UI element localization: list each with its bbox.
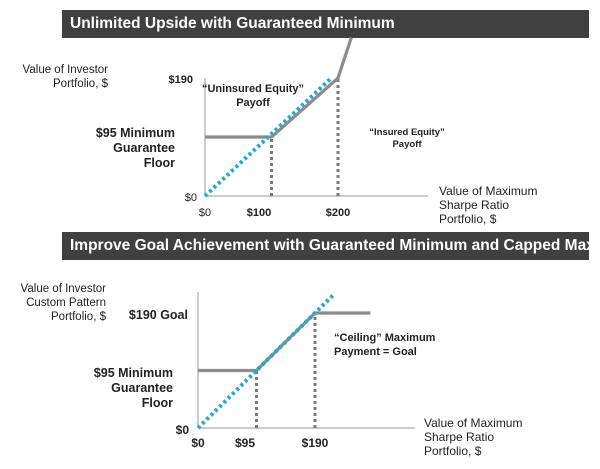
chart-2-floor-label-line-3: Floor [142,396,173,410]
chart-2-xtick-190: $190 [302,436,329,450]
chart-1-xtick-0: $0 [199,207,211,219]
chart-1-xlabel-line-1: Value of Maximum [439,184,537,198]
chart-1-ylabel-line-2: Portfolio, $ [53,78,109,90]
chart-1-ylabel-line-1: Value of Investor [23,64,109,76]
chart-2-xlabel-line-2: Sharpe Ratio [424,430,494,444]
chart-1-ytick-190: $190 [169,74,193,86]
chart-1-uninsured-label-line-1: “Uninsured Equity” [202,83,304,95]
chart-2-xlabel-line-1: Value of Maximum [424,416,522,430]
chart-2-title: Improve Goal Achievement with Guaranteed… [70,237,589,254]
chart-1-floor-label-line-1: $95 Minimum [96,126,175,140]
chart-1-xlabel-line-3: Portfolio, $ [439,212,497,226]
chart-2-ceiling-label-line-1: “Ceiling” Maximum [334,332,436,344]
chart-2-ylabel-line-2: Custom Pattern [26,297,106,309]
chart-2-ytick-190-goal: $190 Goal [129,308,188,322]
chart-1-insured-label-line-2: Payoff [392,139,422,150]
chart-1-series-payoff-solid [205,37,353,139]
chart-2-floor-label-line-2: Guarantee [111,381,173,395]
chart-2-ceiling-label-line-2: Payment = Goal [334,346,417,358]
chart-2-xlabel-line-3: Portfolio, $ [424,444,482,458]
chart-2-ylabel-line-1: Value of Investor [21,283,107,295]
chart-2-series-payoff-solid [198,311,371,373]
chart-2-series-diagonal-dotted [196,293,335,430]
chart-2-ylabel-line-3: Portfolio, $ [51,311,107,323]
chart-2-floor-label-line-1: $95 Minimum [94,366,173,380]
chart-1: Value of Investor Portfolio, $ $190 $0 $… [23,37,537,226]
chart-1-insured-label-line-1: “Insured Equity” [369,127,445,138]
chart-1-ytick-0: $0 [185,192,197,204]
chart-1-title: Unlimited Upside with Guaranteed Minimum [70,15,395,32]
chart-1-floor-label-line-2: Guarantee [113,141,175,155]
chart-1-xlabel-line-2: Sharpe Ratio [439,198,509,212]
chart-1-floor-label-line-3: Floor [144,156,175,170]
chart-1-xtick-100: $100 [247,207,271,219]
chart-1-series-diagonal-dotted [203,76,333,198]
chart-1-xtick-200: $200 [326,207,350,219]
chart-2: Value of Investor Custom Pattern Portfol… [21,283,523,458]
chart-1-title-banner: Unlimited Upside with Guaranteed Minimum [62,10,589,38]
chart-1-uninsured-label-line-2: Payoff [236,97,270,109]
chart-2-xtick-95: $95 [235,436,255,450]
chart-2-xtick-0: $0 [191,436,205,450]
chart-2-ytick-0: $0 [176,423,190,437]
chart-2-title-banner: Improve Goal Achievement with Guaranteed… [62,232,589,260]
